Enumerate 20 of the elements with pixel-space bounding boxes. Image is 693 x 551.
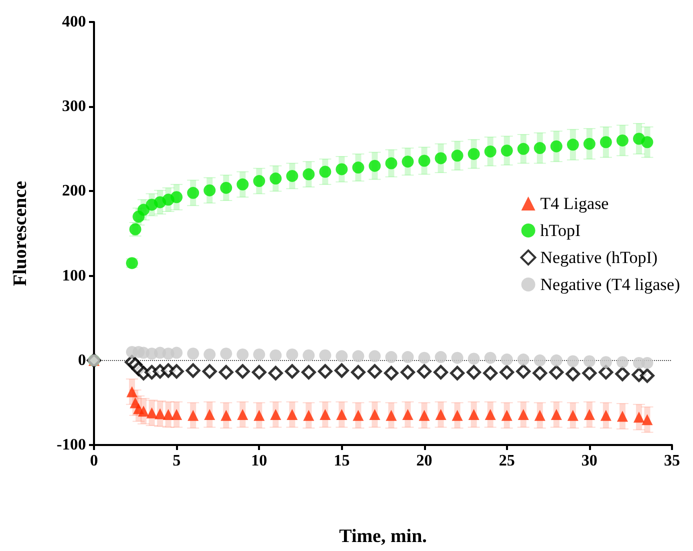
x-tick-label: 25	[498, 452, 515, 470]
x-tick-label: 10	[251, 452, 268, 470]
y-tick-label: 0	[78, 352, 86, 369]
x-tick-label: 5	[172, 452, 181, 470]
x-tick-label: 20	[416, 452, 432, 470]
y-tick-label: 200	[62, 182, 86, 200]
y-tick-label: 400	[62, 14, 86, 30]
y-tick-label: -100	[56, 436, 86, 454]
x-tick-label: 30	[581, 452, 598, 470]
x-axis-title: Time, min.	[339, 526, 427, 547]
legend-label: hTopI	[540, 221, 581, 240]
x-tick-label: 15	[334, 452, 350, 470]
y-axis-title: Fluorescence	[10, 180, 31, 286]
legend-label: T4 Ligase	[540, 194, 609, 213]
x-tick-label: 35	[664, 452, 680, 470]
legend-label: Negative (hTopI)	[540, 248, 658, 267]
legend-label: Negative (T4 ligase)	[540, 275, 680, 294]
x-tick-label: 0	[90, 452, 98, 470]
y-tick-label: 300	[62, 98, 86, 116]
y-tick-label: 100	[62, 267, 86, 284]
